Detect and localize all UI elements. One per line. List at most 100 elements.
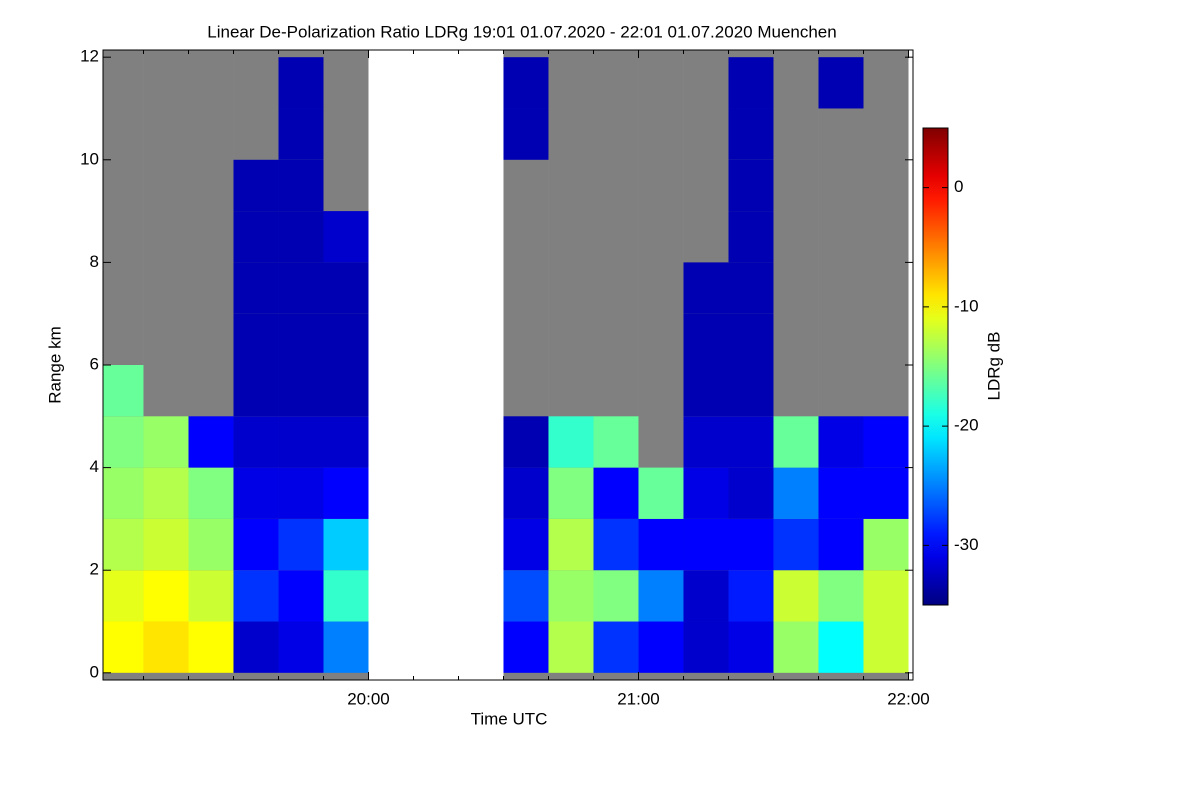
heatmap-cell — [323, 621, 369, 673]
heatmap-cell — [278, 108, 324, 160]
heatmap-cell — [638, 570, 684, 622]
heatmap-cell — [233, 262, 279, 314]
heatmap-cell — [818, 416, 864, 468]
heatmap-cell — [188, 467, 234, 519]
y-tick-label: 12 — [80, 47, 99, 66]
heatmap-cell — [593, 518, 639, 571]
heatmap-cell — [818, 57, 864, 109]
heatmap-cell — [278, 621, 324, 673]
heatmap-cell — [863, 467, 909, 519]
heatmap-cell — [278, 57, 324, 109]
heatmap-cell — [683, 467, 729, 519]
heatmap-cell — [323, 365, 369, 417]
x-axis-label: Time UTC — [471, 709, 548, 728]
heatmap-cell — [278, 467, 324, 519]
heatmap-cell — [323, 570, 369, 622]
heatmap-cell — [728, 108, 774, 160]
heatmap-cell — [773, 570, 819, 622]
heatmap-cell — [503, 570, 549, 622]
heatmap-cell — [683, 416, 729, 468]
heatmap — [103, 50, 909, 680]
heatmap-cell — [278, 570, 324, 622]
y-axis-label: Range km — [45, 326, 64, 403]
heatmap-cell — [503, 467, 549, 519]
heatmap-cell — [638, 467, 684, 519]
heatmap-cell — [818, 570, 864, 622]
heatmap-cell — [728, 57, 774, 109]
heatmap-cell — [638, 518, 684, 571]
heatmap-cell — [233, 416, 279, 468]
heatmap-cell — [233, 518, 279, 571]
heatmap-cell — [728, 365, 774, 417]
heatmap-cell — [143, 621, 189, 673]
heatmap-cell — [773, 467, 819, 519]
heatmap-cell — [863, 518, 909, 571]
heatmap-cell — [233, 365, 279, 417]
colorbar-tick-label: -30 — [954, 535, 979, 554]
heatmap-cell — [593, 416, 639, 468]
heatmap-cell — [103, 621, 144, 673]
y-tick-label: 2 — [90, 560, 99, 579]
heatmap-cell — [323, 518, 369, 571]
heatmap-cell — [638, 621, 684, 673]
heatmap-cell — [548, 570, 594, 622]
heatmap-cell — [233, 313, 279, 365]
heatmap-cell — [143, 467, 189, 519]
heatmap-cell — [593, 570, 639, 622]
heatmap-cell — [143, 570, 189, 622]
heatmap-cell — [323, 467, 369, 519]
heatmap-cell — [278, 262, 324, 314]
heatmap-cell — [773, 518, 819, 571]
heatmap-cell — [863, 416, 909, 468]
heatmap-cell — [728, 621, 774, 673]
heatmap-cell — [683, 570, 729, 622]
heatmap-cell — [728, 416, 774, 468]
heatmap-cell — [233, 159, 279, 212]
heatmap-cell — [233, 211, 279, 263]
heatmap-cell — [103, 570, 144, 622]
heatmap-cell — [503, 57, 549, 109]
y-tick-label: 8 — [90, 252, 99, 271]
heatmap-cell — [593, 621, 639, 673]
heatmap-cell — [728, 262, 774, 314]
heatmap-cell — [323, 211, 369, 263]
heatmap-cell — [728, 570, 774, 622]
heatmap-cell — [103, 467, 144, 519]
heatmap-cell — [683, 313, 729, 365]
heatmap-cell — [323, 262, 369, 314]
heatmap-cell — [683, 621, 729, 673]
heatmap-cell — [503, 108, 549, 160]
heatmap-cell — [233, 570, 279, 622]
heatmap-cell — [323, 416, 369, 468]
heatmap-cell — [188, 518, 234, 571]
heatmap-cell — [728, 211, 774, 263]
heatmap-cell — [863, 570, 909, 622]
x-tick-label: 21:00 — [617, 689, 660, 708]
heatmap-cell — [728, 518, 774, 571]
heatmap-cell — [188, 416, 234, 468]
heatmap-cell — [278, 416, 324, 468]
colorbar-tick-label: 0 — [954, 177, 963, 196]
heatmap-cell — [278, 365, 324, 417]
heatmap-cell — [503, 621, 549, 673]
heatmap-cell — [548, 621, 594, 673]
heatmap-cell — [773, 621, 819, 673]
heatmap-cell — [773, 416, 819, 468]
y-tick-label: 4 — [90, 457, 99, 476]
heatmap-cell — [278, 313, 324, 365]
heatmap-cell — [188, 621, 234, 673]
heatmap-cell — [143, 416, 189, 468]
chart-title: Linear De-Polarization Ratio LDRg 19:01 … — [207, 22, 836, 41]
y-tick-label: 10 — [80, 149, 99, 168]
colorbar-label: LDRg dB — [984, 332, 1003, 401]
heatmap-cell — [103, 518, 144, 571]
heatmap-cell — [143, 518, 189, 571]
x-tick-label: 20:00 — [347, 689, 390, 708]
heatmap-cell — [728, 467, 774, 519]
heatmap-cell — [323, 313, 369, 365]
heatmap-cell — [278, 211, 324, 263]
colorbar-tick-label: -20 — [954, 416, 979, 435]
heatmap-cell — [818, 467, 864, 519]
colorbar-tick-label: -10 — [954, 296, 979, 315]
